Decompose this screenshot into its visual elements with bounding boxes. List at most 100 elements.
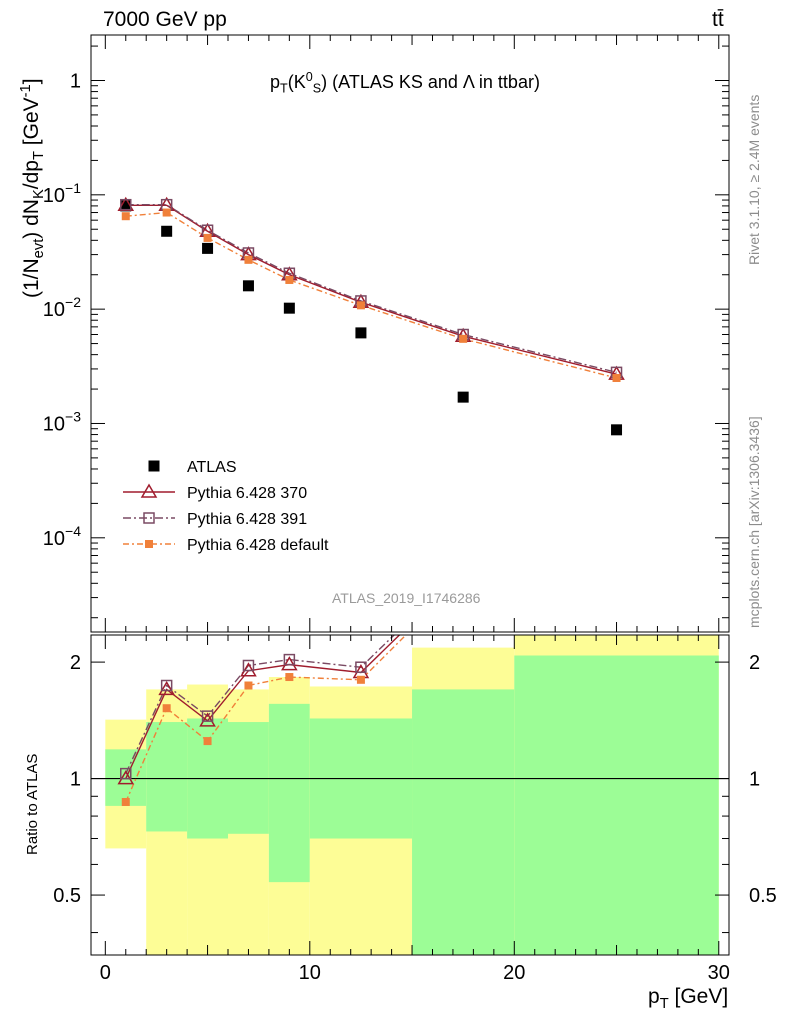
ratio-point-pythia-6-428-default-1 xyxy=(162,704,171,713)
main-point-pythia-6-428-default-1 xyxy=(162,208,171,217)
ylabel-b: ) dN xyxy=(20,199,43,239)
ratio-point-pythia-6-428-370-3 xyxy=(240,662,257,677)
analysis-watermark: ATLAS_2019_I1746286 xyxy=(332,590,481,606)
ratio-ytick-label-right-1: 1 xyxy=(749,769,760,791)
main-ytick-mantissa: 10 xyxy=(43,413,65,435)
main-ytick-exponent: −2 xyxy=(65,294,81,310)
ratio-ytick-label-right-2: 0.5 xyxy=(749,885,777,907)
ratio-point-pythia-6-428-default-2 xyxy=(203,737,212,746)
xtick-label-3: 30 xyxy=(708,962,730,984)
ratio-point-pythia-6-428-391-1 xyxy=(160,679,173,692)
ylabel-evt: evt xyxy=(31,238,48,259)
rivet-label: Rivet 3.1.10, ≥ 2.4M events xyxy=(746,94,762,265)
main-point-pythia-6-428-default-7 xyxy=(612,373,621,382)
axis-ticks xyxy=(91,35,729,955)
main-point-atlas-2 xyxy=(202,242,214,254)
ratio-frame xyxy=(90,634,730,956)
band-inner-4 xyxy=(268,703,310,883)
main-point-atlas-3 xyxy=(242,280,254,292)
main-point-atlas-6 xyxy=(457,391,469,403)
main-line-pythia-6-428-370 xyxy=(125,204,617,375)
y-axis-label-ratio: Ratio to ATLAS xyxy=(24,753,41,855)
main-ytick-label-0: 1 xyxy=(70,70,81,92)
legend-marker-pythia-6-428-370 xyxy=(140,483,158,498)
title-T: T xyxy=(280,81,288,96)
series-markers xyxy=(117,196,625,806)
ylabel-K: K xyxy=(31,189,48,200)
band-inner-6 xyxy=(412,689,515,955)
ratio-point-pythia-6-428-370-1 xyxy=(158,680,175,696)
title-S: S xyxy=(312,81,322,96)
ratio-ytick-label-left-2: 0.5 xyxy=(53,885,81,907)
main-point-atlas-4 xyxy=(283,302,295,314)
ratio-markers xyxy=(117,563,624,806)
title-K: K xyxy=(293,72,306,92)
main-ytick-label-2: 10−2 xyxy=(43,294,81,321)
main-point-pythia-6-428-default-6 xyxy=(459,334,468,343)
main-point-atlas-7 xyxy=(611,424,623,436)
ratio-point-pythia-6-428-391-5 xyxy=(355,661,367,673)
legend-marker-pythia-6-428-default xyxy=(145,540,153,548)
main-ytick-exponent: −4 xyxy=(65,523,81,539)
main-point-pythia-6-428-default-2 xyxy=(203,233,212,242)
main-point-pythia-6-428-default-4 xyxy=(285,275,294,284)
legend-label-atlas: ATLAS xyxy=(187,459,237,476)
legend-label-pythia-6-428-391: Pythia 6.428 391 xyxy=(187,511,307,528)
main-point-pythia-6-428-391-0 xyxy=(120,198,132,211)
xtick-label-1: 10 xyxy=(299,962,321,984)
ylabel-d: [GeV xyxy=(20,97,43,152)
ratio-point-pythia-6-428-391-0 xyxy=(120,767,132,780)
ratio-uncertainty-bands xyxy=(105,635,719,955)
ylabel-e: -1 xyxy=(18,84,34,98)
xlabel-p: p xyxy=(648,985,660,1008)
xlabel-unit: [GeV] xyxy=(668,985,729,1008)
x-axis-label: pT [GeV] xyxy=(648,985,728,1012)
main-ytick-exponent: −1 xyxy=(65,180,81,196)
ratio-point-pythia-6-428-default-6 xyxy=(459,574,467,582)
plot-frames xyxy=(90,34,730,956)
xlabel-T: T xyxy=(659,996,669,1013)
title-p: p xyxy=(270,72,281,92)
header-left: 7000 GeV pp xyxy=(103,8,227,31)
band-inner-7 xyxy=(514,655,719,955)
ylabel-a: (1/N xyxy=(20,258,43,298)
legend: ATLAS Pythia 6.428 370 Pythia 6.428 391 Pyt… xyxy=(123,459,329,554)
main-point-pythia-6-428-default-0 xyxy=(121,212,130,221)
legend-label-pythia-6-428-370: Pythia 6.428 370 xyxy=(187,485,307,502)
ratio-point-pythia-6-428-default-0 xyxy=(121,797,130,806)
axis-tick-labels: 110−110−210−310−42 21 10.5 0.50 10 20 30 xyxy=(43,70,777,984)
ratio-point-pythia-6-428-391-6 xyxy=(458,563,468,573)
main-markers xyxy=(117,196,625,436)
main-point-atlas-0 xyxy=(120,200,132,212)
main-ytick-label-4: 10−4 xyxy=(43,523,81,550)
header-right: tt̄ xyxy=(712,8,724,31)
ratio-point-pythia-6-428-default-4 xyxy=(285,673,294,682)
main-ytick-mantissa: 10 xyxy=(43,299,65,321)
ratio-point-pythia-6-428-default-5 xyxy=(356,675,365,684)
ratio-point-pythia-6-428-391-3 xyxy=(242,659,255,672)
ratio-ytick-label-right-0: 2 xyxy=(749,652,760,674)
main-line-pythia-6-428-391 xyxy=(125,203,617,374)
ratio-ytick-label-left-0: 2 xyxy=(70,652,81,674)
band-inner-1 xyxy=(146,722,188,832)
main-ytick-mantissa: 1 xyxy=(70,70,81,92)
ratio-point-pythia-6-428-370-7 xyxy=(610,581,624,593)
band-inner-3 xyxy=(228,722,269,834)
ratio-point-pythia-6-428-default-3 xyxy=(244,681,253,690)
legend-marker-pythia-6-428-391 xyxy=(143,512,155,524)
title-zero: 0 xyxy=(305,70,313,84)
main-point-pythia-6-428-default-3 xyxy=(244,255,253,264)
xtick-label-2: 20 xyxy=(503,962,525,984)
ylabel-c: /dp xyxy=(20,160,43,190)
main-ytick-mantissa: 10 xyxy=(43,528,65,550)
ratio-point-pythia-6-428-370-4 xyxy=(281,656,298,671)
main-ytick-exponent: −3 xyxy=(65,408,81,424)
main-point-atlas-5 xyxy=(355,327,367,339)
ratio-point-pythia-6-428-370-0 xyxy=(117,770,135,785)
ratio-point-pythia-6-428-default-7 xyxy=(613,596,621,604)
ratio-ytick-label-left-1: 1 xyxy=(70,769,81,791)
ratio-point-pythia-6-428-391-4 xyxy=(283,653,296,666)
title-rest: (ATLAS KS and Λ in ttbar) xyxy=(327,72,540,92)
xtick-label-0: 0 xyxy=(100,962,111,984)
